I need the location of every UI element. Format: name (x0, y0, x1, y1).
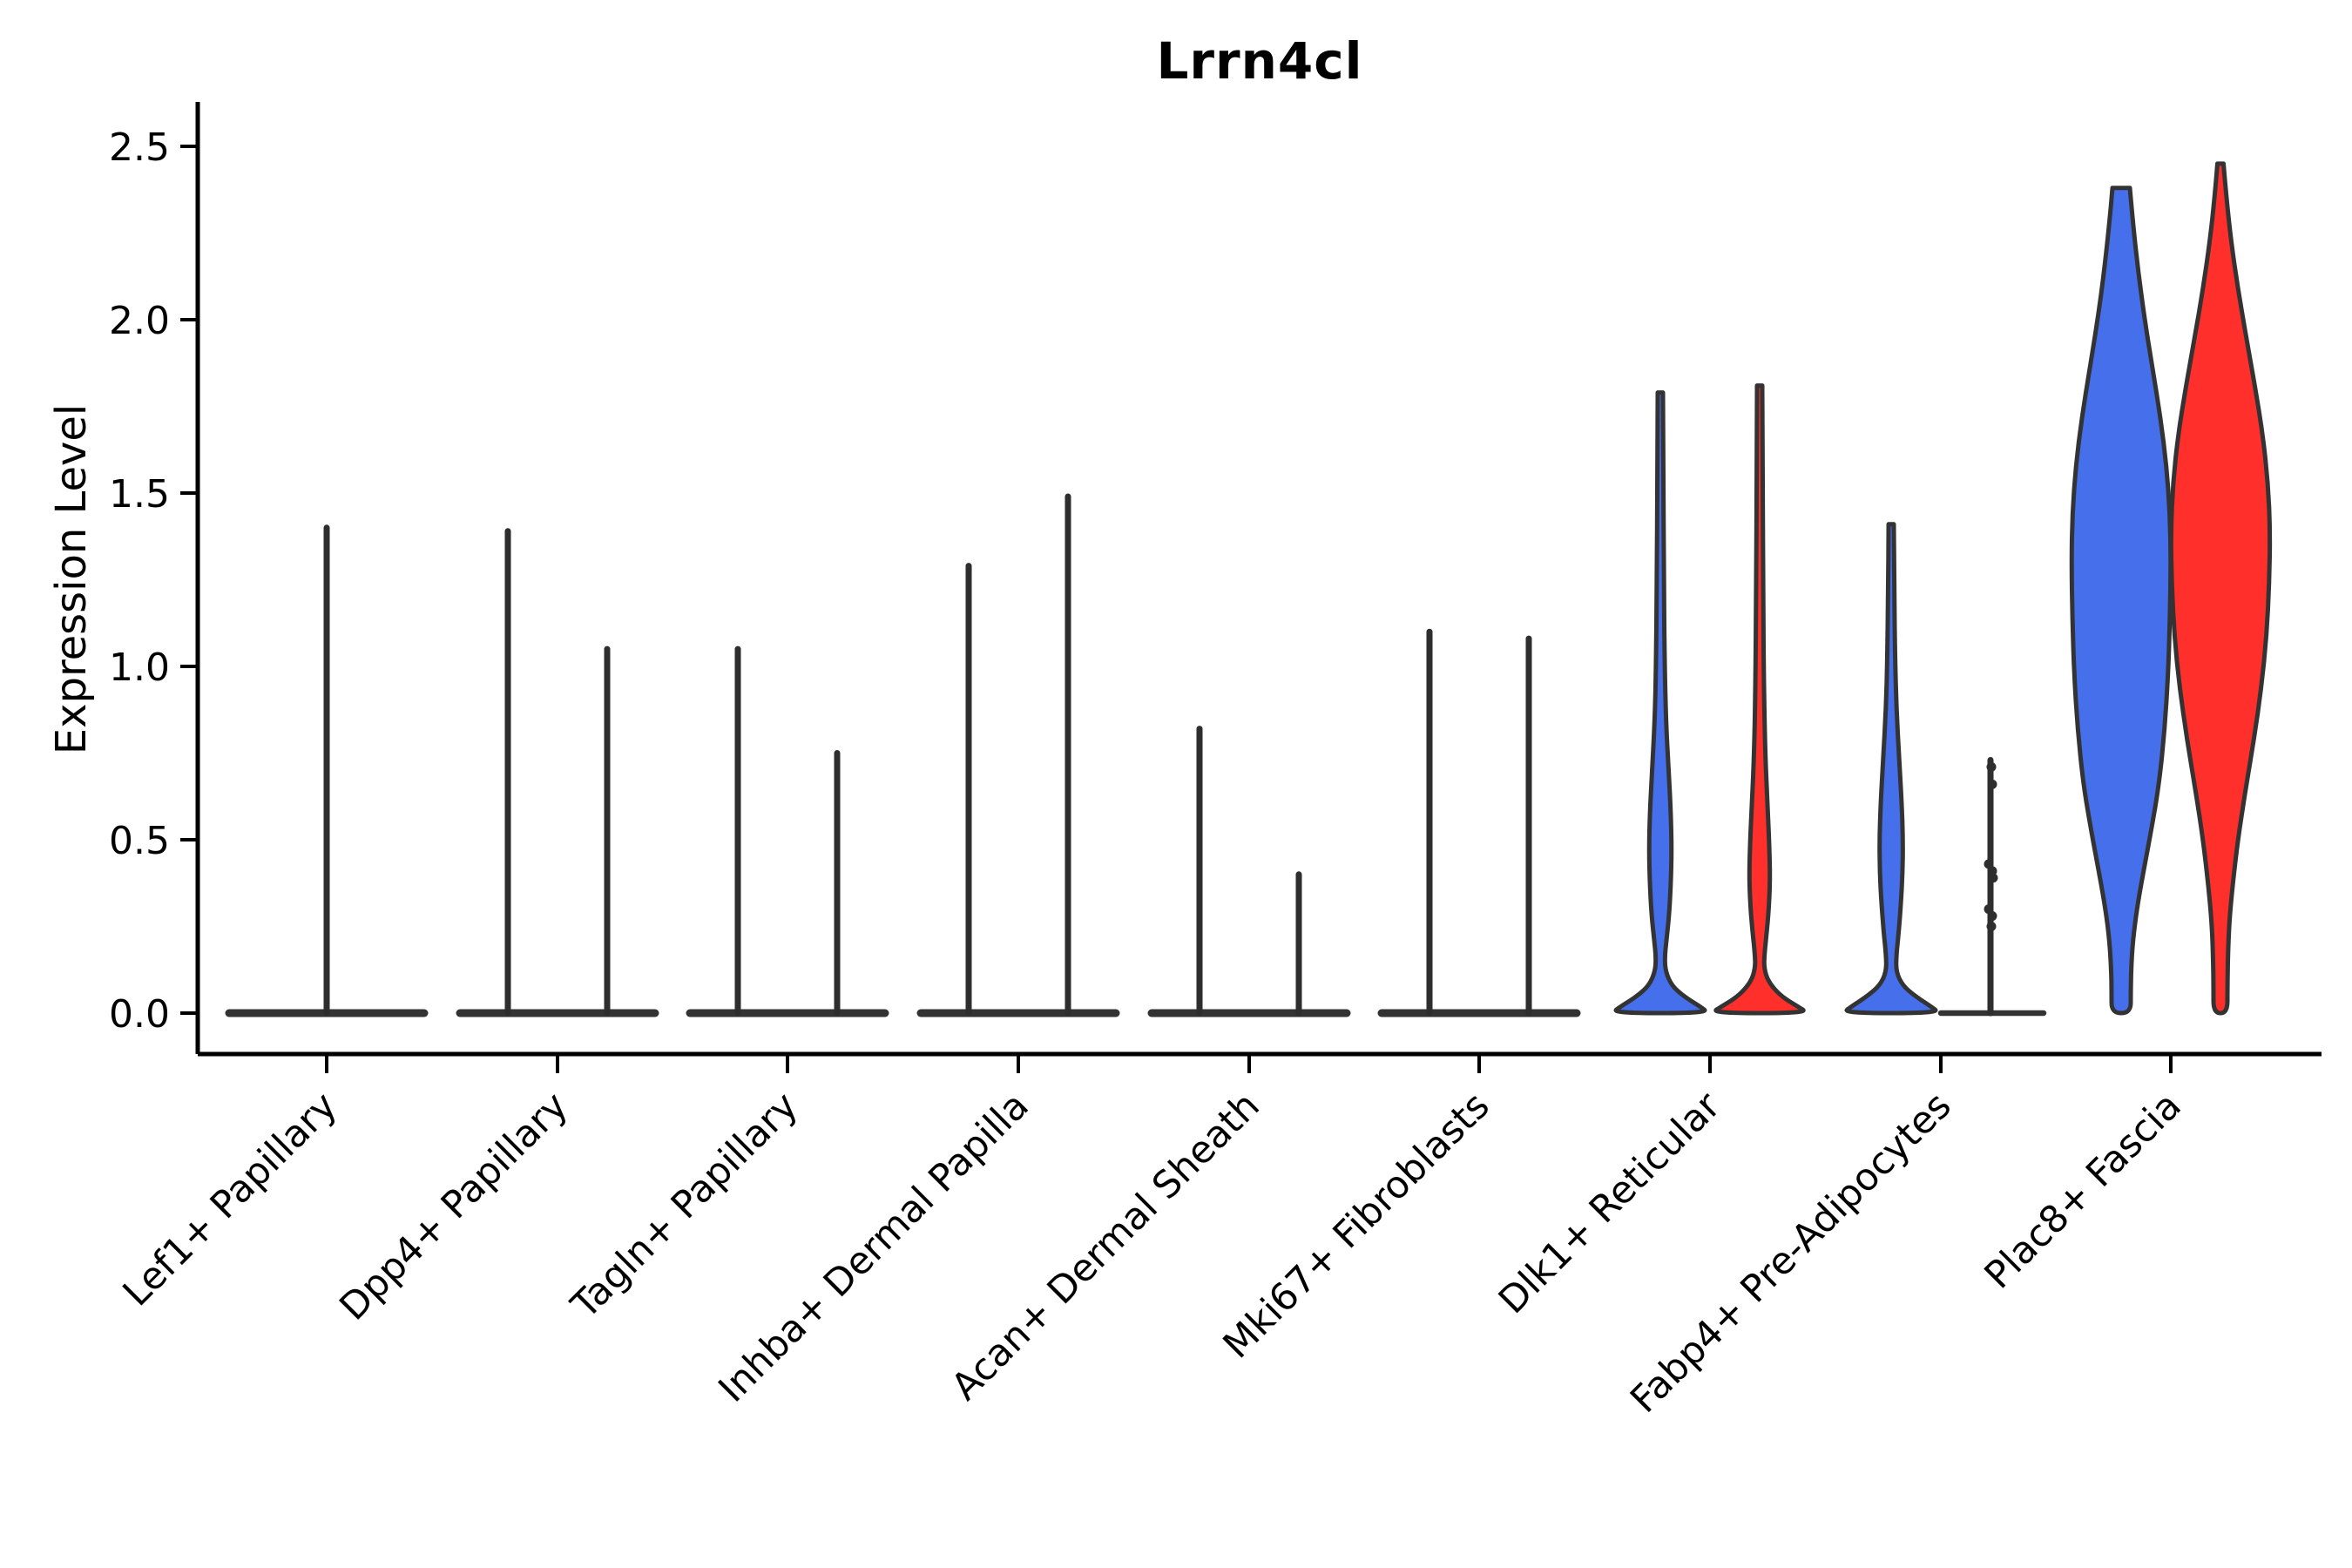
violin-body-blue (1613, 390, 1707, 1016)
violin-group (734, 645, 841, 1017)
violin-body-blue (2069, 186, 2173, 1016)
violin-body-red (2168, 161, 2273, 1016)
violin-body-red (1713, 383, 1806, 1016)
y-tick-label: 1.5 (109, 472, 170, 517)
y-tick-label: 1.0 (109, 645, 170, 690)
x-tick-label: Lef1+ Papillary (115, 1084, 346, 1315)
x-tick-label: Tagln+ Papillary (563, 1084, 807, 1328)
violin-body-blue (1844, 522, 1938, 1016)
expression-point (1988, 873, 1998, 883)
chart-title: Lrrn4cl (1156, 31, 1363, 91)
violin-group (1844, 522, 1998, 1017)
expression-point (1986, 761, 1997, 772)
x-tick-label: Dpp4+ Papillary (332, 1084, 577, 1328)
violin-group (504, 528, 611, 1017)
expression-point (1987, 911, 1997, 922)
x-tick-label: Plac8+ Fascia (1977, 1084, 2190, 1297)
violin-group (1196, 726, 1302, 1017)
expression-point (1987, 779, 1997, 789)
violin-group (1613, 383, 1806, 1016)
expression-point (1986, 922, 1997, 931)
y-tick-label: 0.5 (109, 819, 170, 863)
y-tick-label: 2.5 (109, 125, 170, 170)
violin-group (2069, 161, 2273, 1016)
y-tick-label: 2.0 (109, 299, 170, 343)
x-tick-label: Dlk1+ Reticular (1490, 1084, 1729, 1322)
x-tick-label: Mki67+ Fibroblasts (1215, 1084, 1498, 1367)
violin-group (965, 493, 1071, 1017)
violin-group (1426, 628, 1532, 1017)
y-tick-label: 0.0 (109, 992, 170, 1037)
